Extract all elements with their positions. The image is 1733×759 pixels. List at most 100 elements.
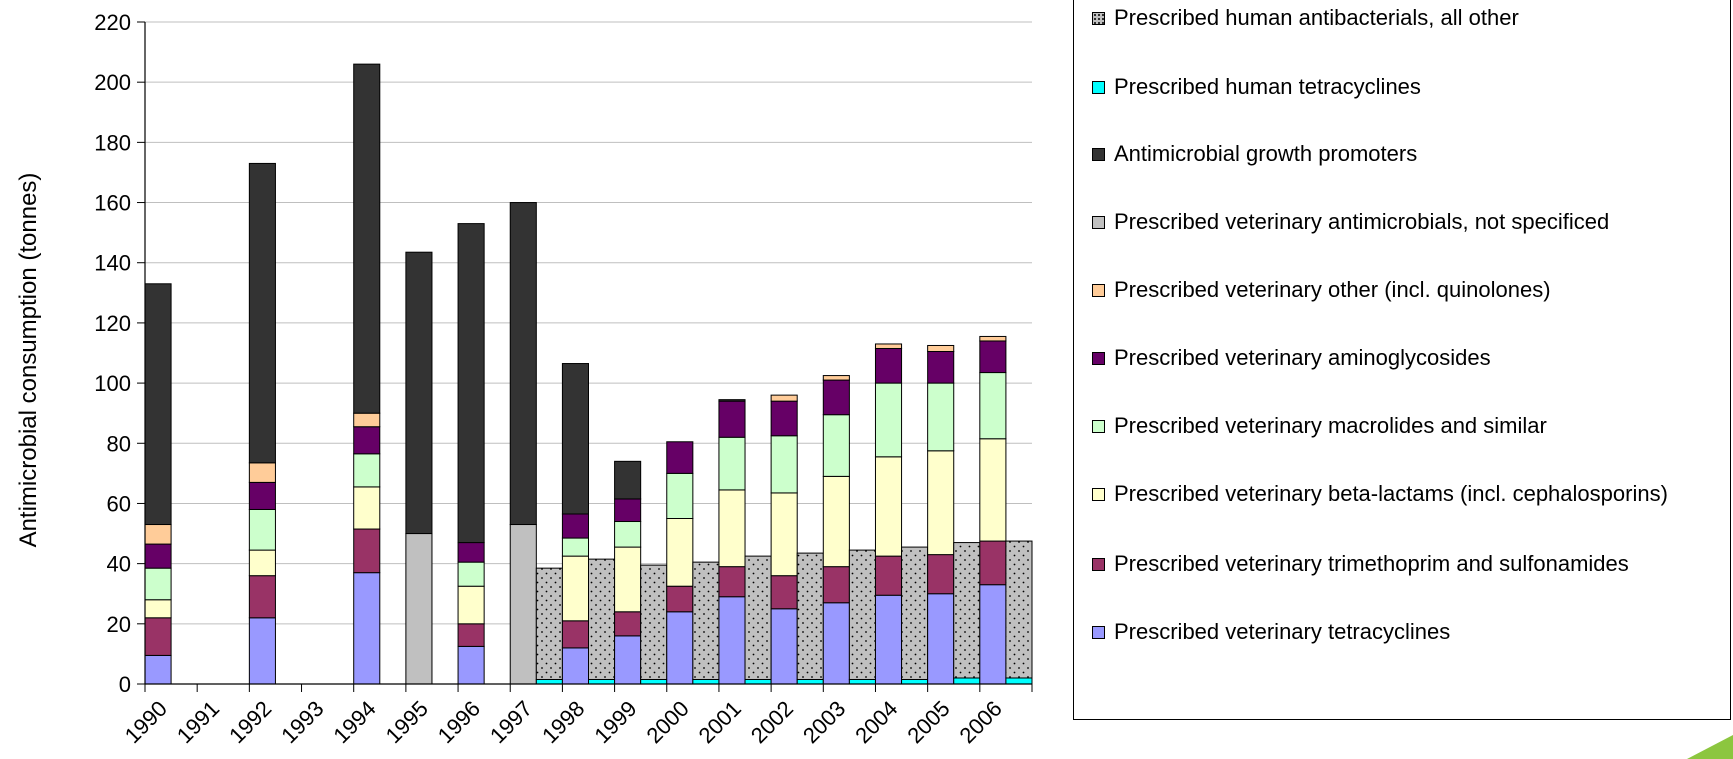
- bar-segment: [666, 472, 694, 520]
- x-tick-label: 2004: [850, 696, 902, 748]
- bar-segment: [718, 596, 746, 685]
- y-tick-label: 60: [107, 491, 131, 516]
- x-tick-label: 1995: [381, 696, 433, 748]
- bar-segment: [796, 552, 824, 680]
- bar-segment: [1005, 677, 1033, 685]
- bar-segment: [561, 363, 589, 515]
- bar-segment: [744, 555, 772, 680]
- x-tick-label: 1990: [120, 696, 172, 748]
- bar-segment: [509, 202, 537, 526]
- legend-label: Prescribed veterinary tetracyclines: [1114, 619, 1451, 644]
- bar-segment: [874, 555, 903, 596]
- bar-segment: [874, 456, 903, 557]
- bar-segment: [927, 382, 955, 452]
- bar-segment: [144, 524, 172, 545]
- y-tick-label: 40: [107, 552, 131, 577]
- legend-swatch: [1092, 216, 1105, 229]
- bar-segment: [144, 654, 172, 685]
- bar-segment: [640, 678, 668, 685]
- bar-segment: [666, 611, 694, 685]
- bar-segment: [874, 347, 903, 384]
- legend-item: Prescribed veterinary macrolides and sim…: [1092, 412, 1722, 440]
- bar-segment: [927, 593, 955, 685]
- legend-label: Prescribed veterinary antimicrobials, no…: [1114, 209, 1610, 234]
- bar-segment: [744, 678, 772, 685]
- bar-segment: [353, 426, 381, 455]
- x-tick-label: 2005: [902, 696, 954, 748]
- bar-segment: [614, 498, 642, 523]
- y-tick-label: 200: [94, 70, 131, 95]
- legend-item: Prescribed human tetracyclines: [1092, 73, 1722, 101]
- x-tick-label: 1996: [433, 696, 485, 748]
- legend-item: Prescribed veterinary aminoglycosides: [1092, 344, 1722, 372]
- bar-segment: [144, 599, 172, 619]
- x-tick-label: 1994: [328, 696, 380, 748]
- legend-swatch: [1092, 626, 1105, 639]
- bar-segment: [457, 623, 485, 647]
- bar-segment: [953, 542, 981, 679]
- y-axis-label: Antimicrobial consumption (tonnes): [15, 173, 42, 548]
- y-tick-label: 140: [94, 251, 131, 276]
- y-tick-label: 80: [107, 431, 131, 456]
- bar-segment: [666, 441, 694, 474]
- bar-segment: [248, 549, 276, 577]
- bar-segment: [614, 460, 642, 500]
- bar-segment: [248, 481, 276, 510]
- legend-swatch: [1092, 558, 1105, 571]
- bar-segment: [979, 335, 1007, 342]
- bar-segment: [353, 572, 381, 685]
- legend-item: Prescribed veterinary beta-lactams (incl…: [1092, 480, 1722, 508]
- bar-segment: [248, 462, 276, 483]
- y-tick-label: 220: [94, 10, 131, 35]
- bar-segment: [979, 584, 1007, 685]
- bar-segment: [692, 561, 720, 680]
- y-tick-label: 120: [94, 311, 131, 336]
- bar-segment: [614, 611, 642, 637]
- legend-item: Prescribed veterinary other (incl. quino…: [1092, 276, 1722, 304]
- x-tick-label: 2002: [746, 696, 798, 748]
- legend-label: Prescribed veterinary aminoglycosides: [1114, 345, 1491, 370]
- bar-segment: [901, 546, 929, 680]
- legend-swatch: [1092, 488, 1105, 501]
- bar-segment: [927, 350, 955, 384]
- legend-swatch: [1092, 420, 1105, 433]
- bar-segment: [874, 382, 903, 458]
- bar-segment: [718, 436, 746, 491]
- bar-segment: [561, 620, 589, 649]
- legend-label: Prescribed human tetracyclines: [1114, 74, 1421, 99]
- bar-segment: [874, 343, 903, 349]
- corner-decoration: [1687, 735, 1733, 759]
- bar-segment: [405, 251, 433, 535]
- bar-segment: [457, 542, 485, 563]
- x-tick-label: 1997: [485, 696, 537, 748]
- x-tick-label: 2001: [694, 696, 746, 748]
- bar-segment: [457, 645, 485, 685]
- y-tick-label: 180: [94, 130, 131, 155]
- bar-segment: [927, 344, 955, 352]
- bar-segment: [770, 394, 798, 402]
- bar-segment: [822, 475, 850, 568]
- bar-segment: [770, 575, 798, 610]
- bar-segment: [353, 486, 381, 530]
- bar-segment: [822, 375, 850, 381]
- bar-segment: [353, 63, 381, 414]
- bar-segment: [353, 528, 381, 574]
- bar-segment: [535, 678, 563, 685]
- bar-segment: [979, 540, 1007, 586]
- bar-segment: [770, 435, 798, 494]
- y-tick-label: 0: [119, 672, 131, 697]
- y-tick-label: 20: [107, 612, 131, 637]
- bar-segment: [144, 543, 172, 569]
- bar-segment: [457, 561, 485, 587]
- legend-swatch: [1092, 12, 1105, 25]
- bar-segment: [822, 414, 850, 477]
- legend-swatch: [1092, 148, 1105, 161]
- x-tick-label: 2006: [955, 696, 1007, 748]
- bar-segment: [457, 223, 485, 544]
- bar-segment: [561, 537, 589, 557]
- bar-segment: [561, 555, 589, 622]
- bar-segment: [822, 602, 850, 685]
- bar-segment: [561, 513, 589, 539]
- x-tick-label: 2003: [798, 696, 850, 748]
